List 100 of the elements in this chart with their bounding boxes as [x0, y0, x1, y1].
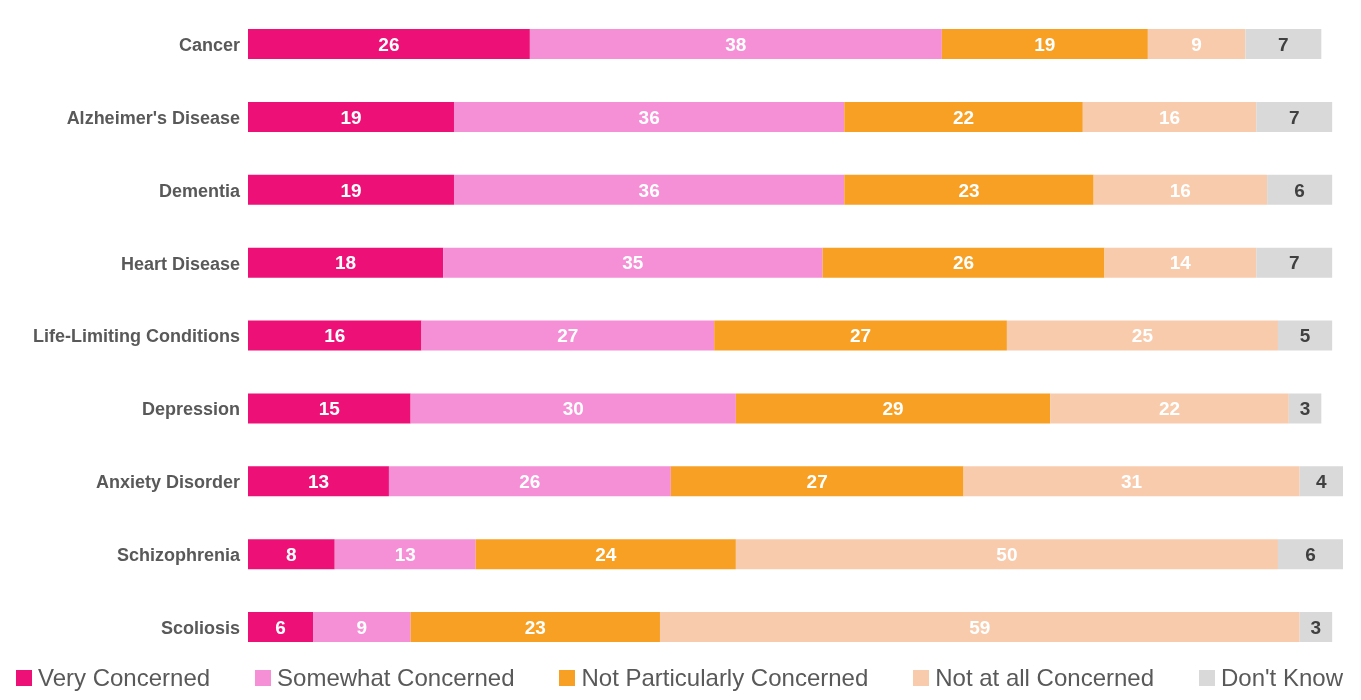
bar	[248, 247, 444, 278]
bar	[1299, 466, 1343, 497]
data-label: 22	[1158, 398, 1181, 420]
data-label: 23	[524, 616, 546, 638]
bar	[1245, 29, 1322, 59]
data-label: 4	[1316, 471, 1328, 493]
bar	[248, 393, 411, 424]
bar	[248, 174, 454, 205]
y-tick-label: Alzheimer's Disease	[66, 107, 240, 128]
data-label: 29	[882, 398, 904, 420]
bar	[313, 612, 411, 643]
data-label: 25	[1131, 325, 1154, 347]
bar	[1104, 247, 1257, 278]
bar	[822, 247, 1105, 278]
bar	[1267, 174, 1333, 205]
data-label: 7	[1278, 33, 1289, 55]
bar	[1082, 101, 1257, 132]
bar	[1006, 320, 1278, 351]
bar	[844, 101, 1083, 132]
y-tick-label: Cancer	[178, 34, 240, 55]
y-tick-label: Anxiety Disorder	[95, 472, 240, 493]
bar	[334, 539, 476, 570]
bar	[1050, 393, 1289, 424]
data-label: 26	[378, 33, 400, 55]
data-label: 13	[307, 471, 330, 493]
data-label: 16	[1158, 106, 1181, 128]
data-label: 9	[356, 616, 368, 638]
data-label: 50	[996, 543, 1018, 565]
data-label: 7	[1288, 252, 1300, 274]
data-label: 6	[1305, 543, 1316, 565]
bar	[941, 29, 1148, 59]
y-tick-label: Schizophrenia	[116, 545, 241, 566]
bar	[529, 29, 942, 59]
data-label: 9	[1191, 33, 1202, 55]
data-label: 24	[595, 543, 617, 565]
bar	[670, 466, 964, 497]
bar	[1277, 539, 1343, 570]
bar	[1093, 174, 1268, 205]
data-label: 23	[958, 179, 980, 201]
bar	[1256, 247, 1333, 278]
bar	[248, 539, 335, 570]
y-tick-label: Scoliosis	[160, 617, 240, 638]
data-label: 30	[562, 398, 584, 420]
legend-label: Not at all Concerned	[934, 664, 1155, 692]
y-tick-label: Heart Disease	[120, 253, 240, 274]
bar	[1147, 29, 1246, 59]
data-label: 16	[1169, 179, 1191, 201]
legend-label: Somewhat Concerned	[276, 664, 515, 692]
data-label: 36	[638, 179, 660, 201]
bar	[410, 393, 736, 424]
data-label: 27	[557, 325, 579, 347]
data-label: 13	[394, 543, 416, 565]
data-label: 26	[952, 252, 975, 274]
data-label: 19	[1034, 33, 1056, 55]
data-label: 6	[1294, 179, 1305, 201]
bar	[659, 612, 1300, 643]
bar	[963, 466, 1300, 497]
data-label: 18	[335, 252, 357, 274]
data-label: 16	[324, 325, 346, 347]
bar	[248, 320, 422, 351]
legend-label: Very Concerned	[37, 664, 211, 692]
bar	[714, 320, 1007, 351]
y-tick-label: Life-Limiting Conditions	[33, 326, 240, 347]
data-label: 5	[1299, 325, 1311, 347]
legend-label: Not Particularly Concerned	[580, 664, 869, 692]
bar	[735, 539, 1278, 570]
data-label: 27	[806, 471, 828, 493]
bar	[248, 29, 530, 59]
data-label: 6	[275, 616, 286, 638]
bar	[248, 466, 389, 497]
bar	[248, 612, 314, 643]
legend-label: Don't Know	[1220, 664, 1343, 692]
bar	[388, 466, 671, 497]
bar	[453, 174, 845, 205]
data-label: 8	[286, 543, 297, 565]
bar	[421, 320, 715, 351]
data-label: 19	[340, 179, 362, 201]
bar	[410, 612, 660, 643]
data-label: 3	[1299, 398, 1311, 420]
data-label: 59	[969, 616, 991, 638]
data-label: 31	[1121, 471, 1143, 493]
bar	[453, 101, 845, 132]
data-label: 7	[1288, 106, 1300, 128]
data-label: 14	[1169, 252, 1192, 274]
data-label: 26	[519, 471, 541, 493]
y-tick-label: Depression	[141, 399, 240, 420]
bar	[475, 539, 736, 570]
bar	[443, 247, 823, 278]
data-label: 27	[849, 325, 872, 347]
bar	[844, 174, 1094, 205]
data-label: 35	[622, 252, 644, 274]
data-label: 19	[340, 106, 362, 128]
bar	[1277, 320, 1333, 351]
data-label: 3	[1310, 616, 1322, 638]
data-label: 36	[638, 106, 660, 128]
data-label: 22	[952, 106, 975, 128]
bar	[248, 101, 454, 132]
bar	[1256, 101, 1333, 132]
data-label: 38	[725, 33, 747, 55]
y-tick-label: Dementia	[158, 180, 241, 201]
